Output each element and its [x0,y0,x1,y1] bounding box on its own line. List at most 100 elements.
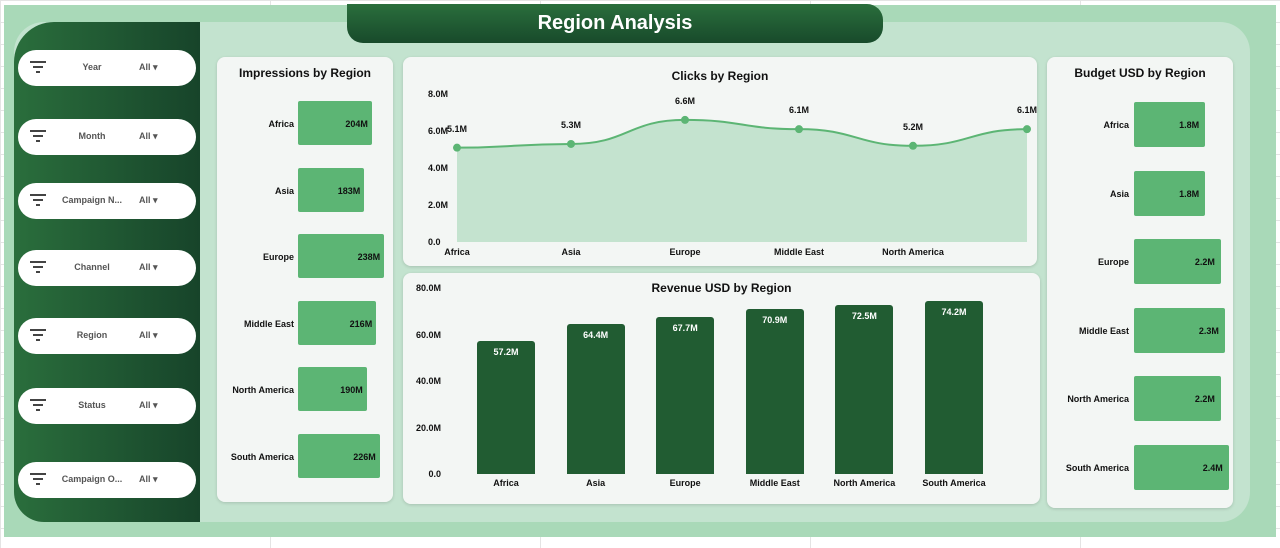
revenue-bar[interactable] [835,305,894,474]
budget-bar[interactable] [1134,170,1206,216]
budget-label: 2.4M [1202,462,1223,473]
filter-3[interactable]: Channel All ▾ [18,250,196,286]
filter-0[interactable]: Year All ▾ [18,50,196,86]
revenue-label: 57.2M [493,347,519,357]
revenue-category: Middle East [749,478,800,488]
budget-label: 2.2M [1194,394,1215,404]
revenue-label: 74.2M [941,307,967,318]
filter-value: All [139,131,151,141]
revenue-bar[interactable] [656,316,715,474]
budget-bar[interactable] [1134,444,1229,490]
clicks-area [457,119,1027,242]
filter-value: All [139,400,151,410]
clicks-xtick: Asia [561,247,581,257]
impressions-bar[interactable] [298,433,380,478]
budget-bar[interactable] [1134,239,1221,284]
clicks-ytick: 4.0M [428,163,449,173]
filter-label: Status [78,400,106,410]
revenue-ytick: 80.0M [415,283,441,293]
clicks-label: 6.1M [1016,105,1037,116]
budget-category: North America [1067,394,1129,404]
filter-value: All [139,62,151,72]
clicks-point[interactable] [567,139,575,148]
budget-bar[interactable] [1134,376,1221,421]
clicks-line [456,118,1028,149]
filter-dropdown[interactable]: All ▾ [139,262,158,273]
impressions-bar[interactable] [298,101,372,145]
revenue-bar[interactable] [925,301,983,474]
filter-label: Campaign O... [61,474,123,484]
clicks-label: 5.2M [902,121,923,132]
revenue-label: 64.4M [583,330,609,341]
impressions-title: Impressions by Region [238,66,372,80]
clicks-label: 5.1M [446,123,467,134]
clicks-point[interactable] [1023,125,1031,134]
budget-label: 2.3M [1198,325,1219,336]
filter-label: Month [78,131,106,141]
budget-category: South America [1065,462,1129,473]
revenue-ytick: 40.0M [415,376,441,386]
filter-value: All [139,262,151,272]
budget-label: 1.8M [1179,188,1200,199]
revenue-bar[interactable] [745,309,804,474]
clicks-label: 6.1M [788,105,809,116]
impressions-category: North America [232,385,294,395]
revenue-ytick: 0.0 [428,469,441,479]
clicks-xtick: Europe [669,247,701,257]
filter-dropdown[interactable]: All ▾ [139,400,158,411]
filter-4[interactable]: Region All ▾ [18,318,196,354]
chevron-down-icon: ▾ [153,474,158,484]
impressions-bar[interactable] [298,234,385,278]
impressions-bar[interactable] [298,367,367,411]
chevron-down-icon: ▾ [153,262,158,272]
revenue-label: 70.9M [762,315,788,326]
filter-2[interactable]: Campaign N... All ▾ [18,183,196,219]
impressions-label: 238M [357,252,381,262]
chevron-down-icon: ▾ [153,195,158,205]
revenue-category: South America [922,478,986,488]
filter-6[interactable]: Campaign O... All ▾ [18,462,196,498]
chevron-down-icon: ▾ [153,62,158,72]
revenue-label: 72.5M [851,311,877,322]
budget-bar[interactable] [1134,307,1225,353]
clicks-ytick: 8.0M [428,89,449,99]
revenue-category: Europe [669,478,701,488]
filter-1[interactable]: Month All ▾ [18,119,196,155]
budget-title: Budget USD by Region [1074,66,1206,80]
clicks-point[interactable] [453,143,461,152]
clicks-title: Clicks by Region [671,69,769,83]
filter-icon [30,399,46,414]
filter-icon [30,130,46,145]
filter-dropdown[interactable]: All ▾ [139,62,158,73]
filter-dropdown[interactable]: All ▾ [139,474,158,485]
revenue-bar[interactable] [566,324,625,474]
clicks-point[interactable] [909,141,917,150]
clicks-point[interactable] [681,115,689,124]
impressions-bar[interactable] [298,167,365,212]
filter-icon [30,329,46,344]
clicks-point[interactable] [795,125,803,134]
revenue-bar[interactable] [477,341,535,474]
impressions-label: 204M [345,119,368,129]
filter-5[interactable]: Status All ▾ [18,388,196,424]
impressions-label: 190M [340,385,363,395]
clicks-xtick: Middle East [773,247,824,257]
filter-dropdown[interactable]: All ▾ [139,330,158,341]
clicks-xtick: North America [882,247,944,257]
impressions-category: Middle East [243,318,294,329]
filter-dropdown[interactable]: All ▾ [139,195,158,206]
impressions-bar[interactable] [298,300,377,345]
budget-label: 2.2M [1194,257,1215,267]
filter-label: Year [82,62,102,72]
filter-dropdown[interactable]: All ▾ [139,131,158,142]
budget-bar[interactable] [1134,102,1206,147]
impressions-label: 216M [349,318,373,329]
budget-category: Europe [1097,257,1129,267]
revenue-category: Asia [586,478,606,488]
budget-category: Asia [1109,188,1129,199]
chevron-down-icon: ▾ [153,330,158,340]
revenue-category: Africa [493,478,519,488]
chevron-down-icon: ▾ [153,131,158,141]
clicks-ytick: 2.0M [428,200,449,210]
